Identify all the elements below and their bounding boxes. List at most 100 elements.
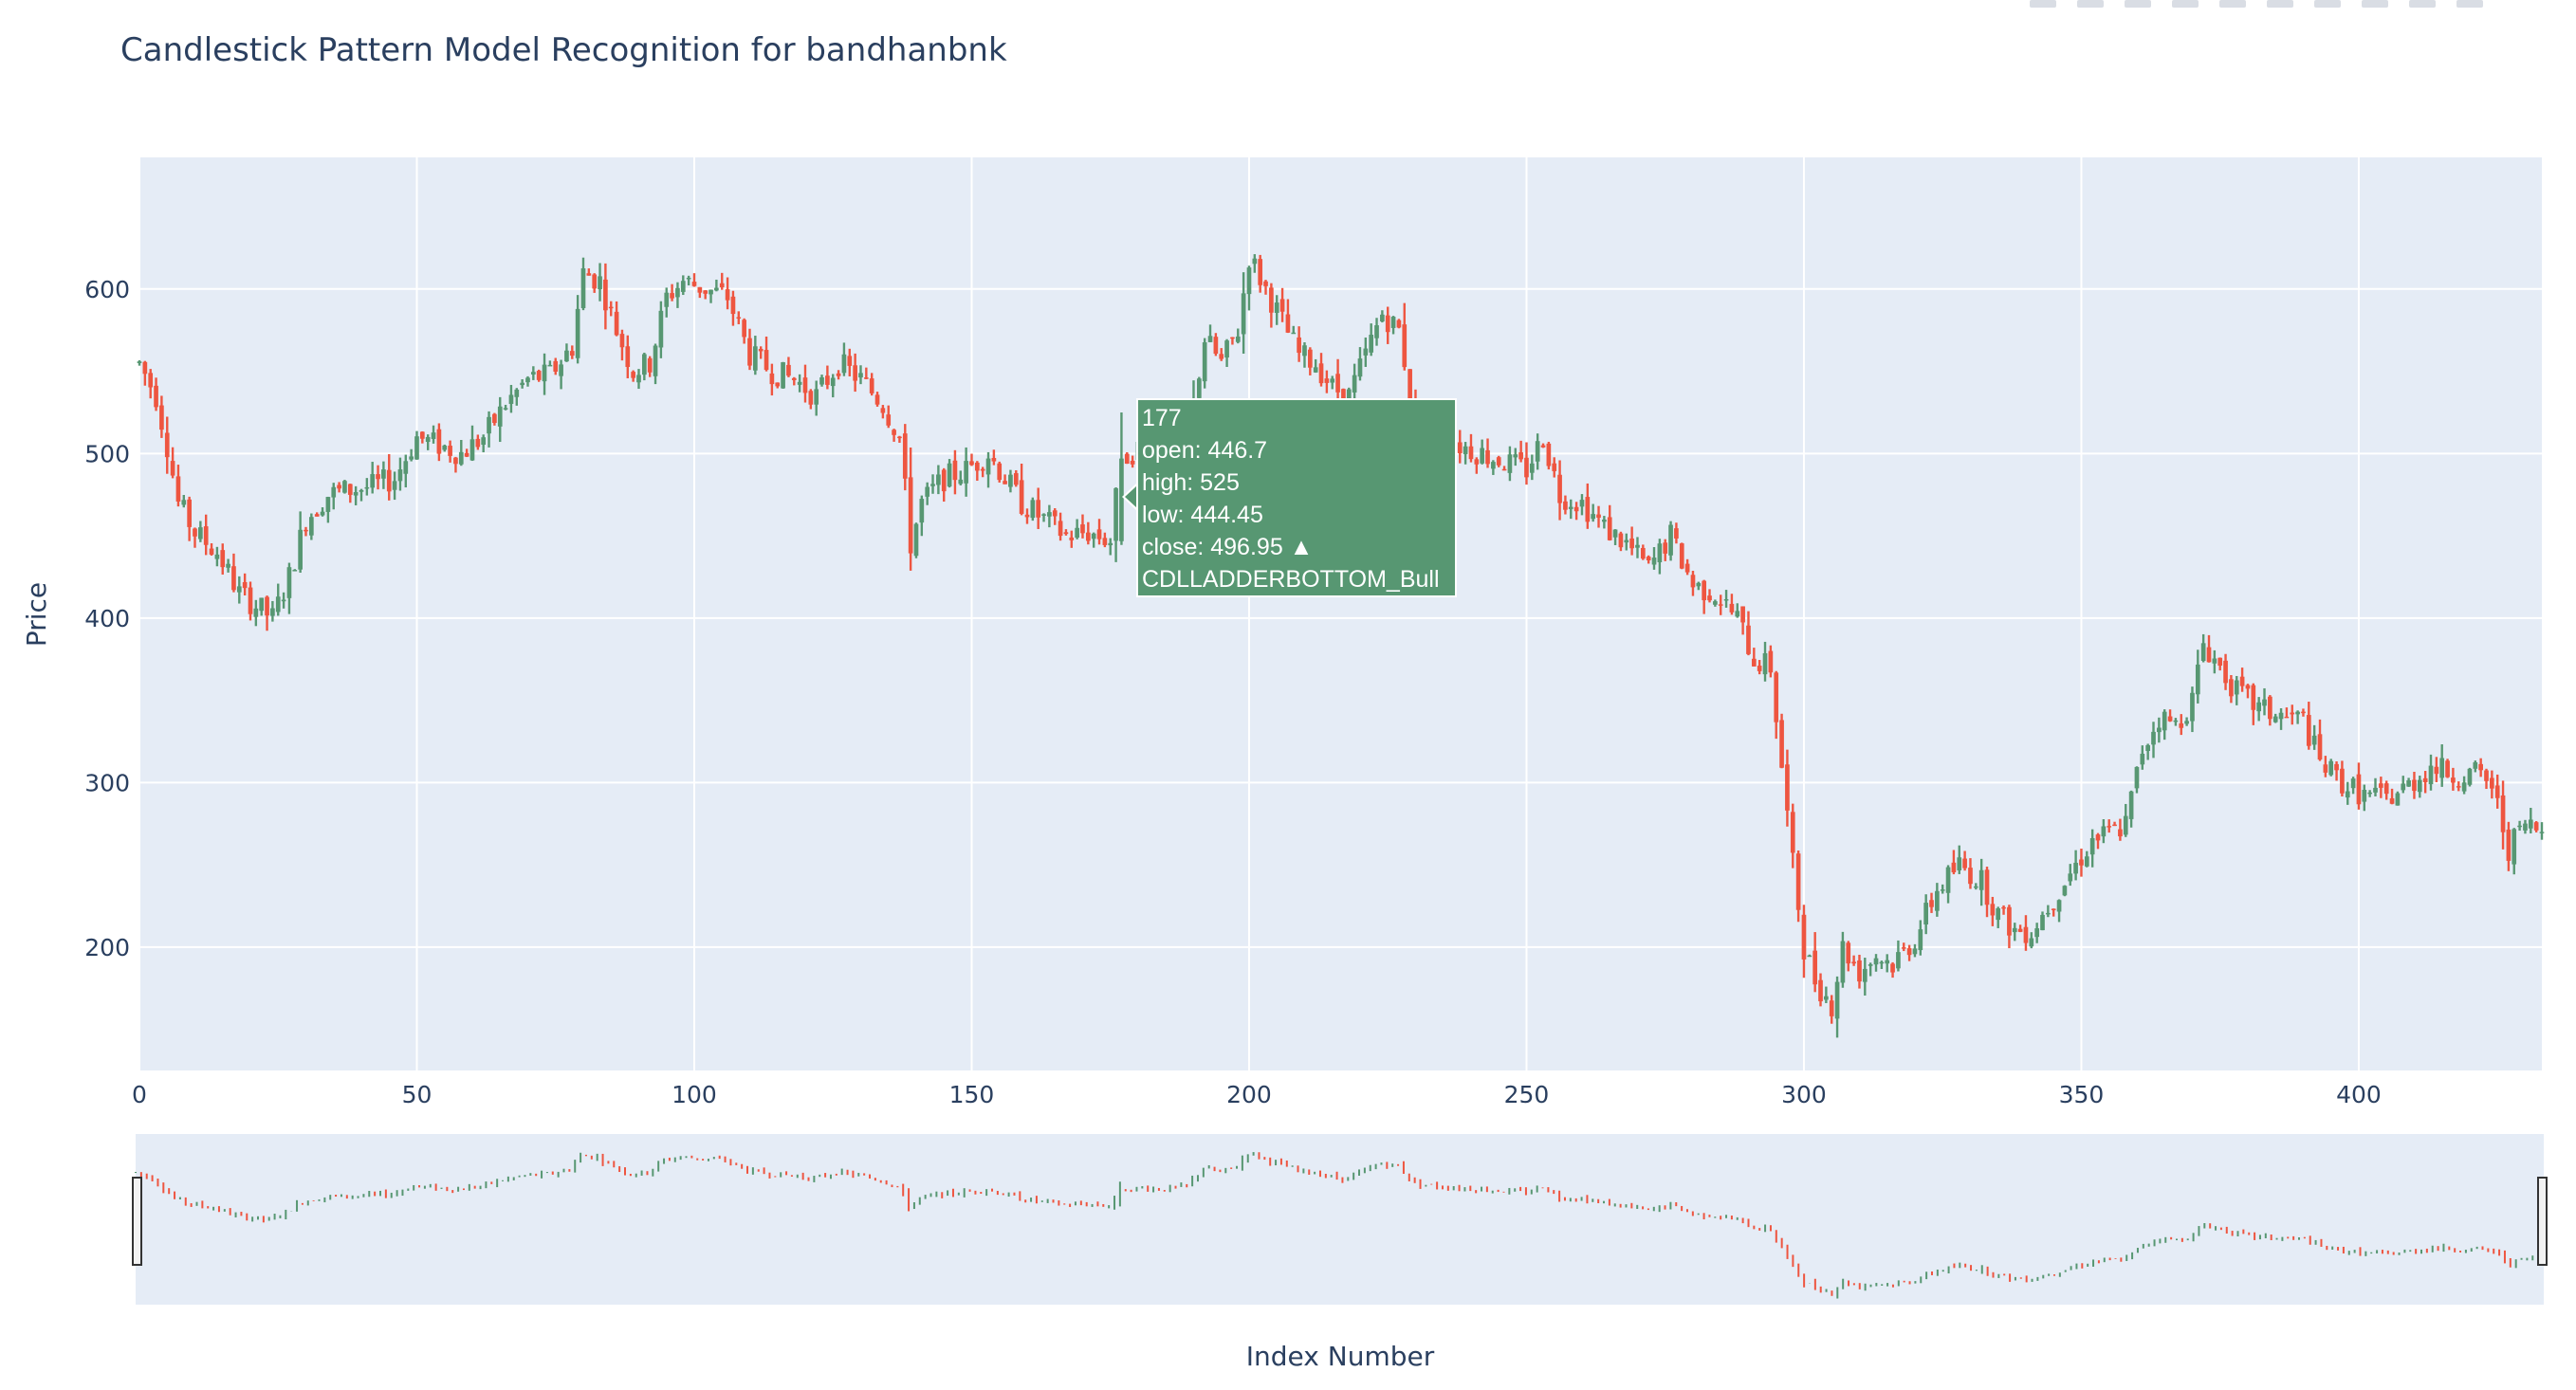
- candle-body: [2383, 783, 2389, 795]
- candle-body: [1058, 521, 1063, 537]
- candle-body: [487, 416, 491, 434]
- candle-body: [874, 394, 880, 405]
- candle-body: [148, 373, 154, 388]
- candle-body: [298, 529, 303, 570]
- candle-body: [631, 372, 635, 378]
- candle-body: [775, 382, 781, 387]
- candle-body: [1085, 532, 1091, 541]
- candle-body: [614, 311, 619, 336]
- candle-body: [1385, 315, 1390, 333]
- candle-body: [1291, 332, 1297, 335]
- candle-body: [2528, 819, 2533, 829]
- candle-body: [492, 413, 497, 424]
- box-select-icon[interactable]: [2172, 0, 2199, 8]
- candle-body: [164, 432, 170, 458]
- candle-body: [653, 345, 658, 376]
- autoscale-icon[interactable]: [2362, 0, 2388, 8]
- candle-body: [930, 484, 935, 486]
- plot-area[interactable]: [139, 157, 2542, 1070]
- tooltip-index: 177: [1142, 405, 1182, 431]
- candle-body: [2389, 797, 2395, 804]
- candle-body: [442, 445, 448, 450]
- reset-axes-icon[interactable]: [2409, 0, 2436, 8]
- candle-body: [1491, 462, 1496, 469]
- candle-body: [2167, 716, 2173, 722]
- candle-body: [1408, 369, 1412, 398]
- candle-body: [2107, 826, 2112, 828]
- candle-body: [1207, 336, 1213, 342]
- range-slider-right-handle[interactable]: [2537, 1177, 2548, 1266]
- candle-body: [1563, 501, 1568, 510]
- candle-body: [791, 377, 797, 380]
- candle-body: [181, 500, 187, 505]
- plotly-logo-icon[interactable]: [2456, 0, 2483, 8]
- candle-body: [925, 486, 930, 497]
- candle-body: [154, 385, 158, 408]
- candle-body: [497, 406, 503, 427]
- candle-body: [397, 469, 403, 482]
- candle-body: [2445, 760, 2450, 777]
- candle-body: [193, 528, 197, 537]
- candle-body: [536, 371, 542, 380]
- candle-body: [974, 462, 980, 471]
- candle-body: [2484, 770, 2489, 781]
- x-tick-label: 350: [2059, 1081, 2105, 1108]
- candle-body: [658, 310, 664, 348]
- candle-body: [1130, 460, 1135, 465]
- candle-body: [2417, 779, 2422, 793]
- candle-body: [1668, 524, 1673, 556]
- candle-body: [2428, 765, 2434, 785]
- candle-body: [2439, 758, 2445, 778]
- candle-body: [2367, 792, 2372, 795]
- candle-body: [1096, 529, 1102, 540]
- range-slider-left-handle[interactable]: [132, 1177, 142, 1266]
- candle-body: [2017, 928, 2023, 932]
- candle-body: [2456, 786, 2461, 788]
- candle-body: [1036, 500, 1041, 518]
- lasso-select-icon[interactable]: [2219, 0, 2246, 8]
- candle-body: [958, 479, 964, 485]
- tooltip-close: close: 496.95 ▲: [1142, 534, 1314, 560]
- candle-body: [1663, 542, 1668, 554]
- candle-body: [553, 360, 559, 372]
- candle-body: [2173, 720, 2179, 722]
- candle-body: [1651, 558, 1657, 565]
- candle-body: [1707, 595, 1712, 601]
- y-axis-label: Price: [21, 582, 52, 647]
- chart-title: Candlestick Pattern Model Recognition fo…: [120, 31, 1007, 69]
- candle-body: [314, 514, 320, 517]
- candle-body: [1501, 468, 1507, 471]
- candle-body: [1546, 443, 1552, 466]
- candle-body: [1801, 914, 1807, 960]
- candle-body: [1008, 474, 1013, 487]
- pan-icon[interactable]: [2125, 0, 2151, 8]
- candle-body: [2128, 791, 2134, 819]
- candle-body: [836, 373, 841, 376]
- candle-body: [1063, 532, 1069, 535]
- candle-body: [2268, 696, 2272, 720]
- zoom-in-icon[interactable]: [2267, 0, 2293, 8]
- candle-body: [1552, 463, 1557, 471]
- range-slider[interactable]: [136, 1134, 2544, 1305]
- candle-body: [1829, 1000, 1834, 1016]
- candle-body: [1901, 947, 1906, 949]
- candle-body: [1041, 514, 1046, 516]
- candle-body: [564, 350, 569, 362]
- zoom-out-icon[interactable]: [2314, 0, 2341, 8]
- candle-body: [952, 460, 958, 481]
- candle-body: [170, 461, 175, 476]
- candle-body: [1735, 611, 1740, 617]
- candle-body: [2262, 699, 2267, 706]
- candle-body: [2212, 658, 2217, 664]
- candle-body: [1102, 538, 1108, 545]
- candle-body: [670, 293, 674, 299]
- zoom-icon[interactable]: [2077, 0, 2104, 8]
- candle-body: [1640, 547, 1646, 559]
- candle-body: [220, 550, 226, 568]
- candle-body: [1202, 342, 1207, 382]
- candle-body: [1513, 454, 1518, 458]
- candle-body: [2345, 791, 2350, 798]
- candle-body: [781, 362, 785, 389]
- camera-icon[interactable]: [2030, 0, 2056, 8]
- candle-body: [265, 596, 269, 616]
